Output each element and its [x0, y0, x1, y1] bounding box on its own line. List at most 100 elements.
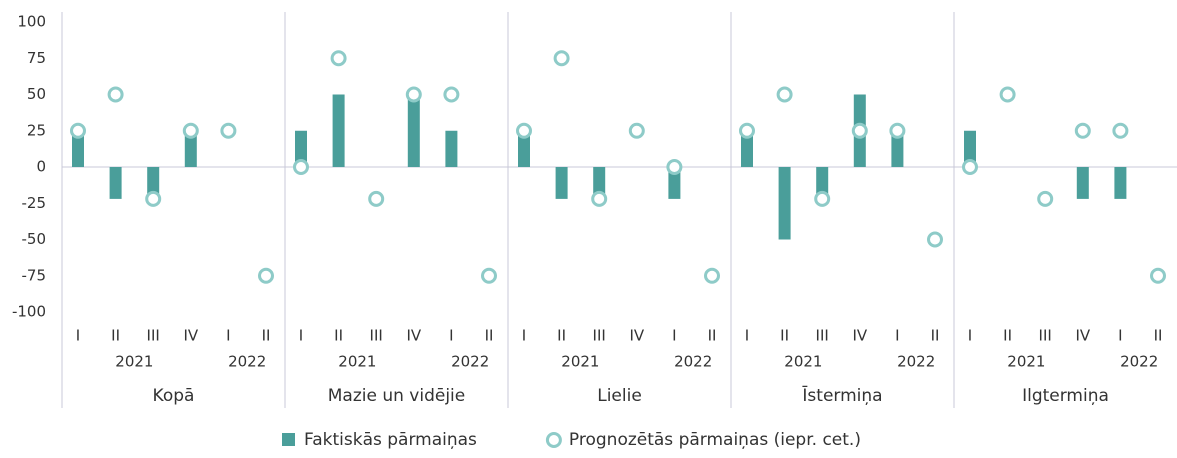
x-tick-label: III [147, 327, 160, 345]
bar [964, 130, 976, 167]
forecast-marker [999, 86, 1016, 103]
x-tick-label: III [593, 327, 606, 345]
bar [1076, 167, 1089, 199]
forecast-marker [927, 231, 943, 248]
forecast-marker [739, 122, 755, 139]
y-tick-label: -25 [22, 194, 47, 212]
year-label: 2022 [674, 353, 712, 371]
forecast-marker [405, 86, 422, 103]
forecast-marker [814, 190, 831, 207]
forecast-marker [776, 86, 793, 103]
forecast-marker [516, 122, 532, 139]
forecast-marker [1037, 190, 1054, 207]
x-tick-label: IV [183, 327, 198, 345]
forecast-marker [481, 267, 497, 284]
x-tick-label: I [449, 327, 453, 345]
forecast-marker [145, 190, 162, 207]
group-label: Lielie [597, 386, 642, 406]
bar [555, 167, 568, 199]
year-label: 2022 [1120, 353, 1158, 371]
forecast-marker [258, 267, 274, 284]
y-tick-label: -100 [12, 303, 46, 321]
bar [741, 130, 753, 167]
x-tick-label: I [745, 327, 749, 345]
x-tick-label: IV [406, 327, 421, 345]
year-label: 2021 [784, 353, 822, 371]
x-tick-label: II [262, 327, 271, 345]
forecast-marker [962, 159, 978, 175]
year-label: 2021 [1007, 353, 1045, 371]
forecast-marker [368, 190, 385, 207]
forecast-marker [293, 159, 309, 175]
forecast-marker [1074, 122, 1091, 139]
x-tick-label: I [895, 327, 899, 345]
x-tick-label: IV [852, 327, 867, 345]
bar [816, 167, 829, 199]
y-tick-label: 100 [17, 13, 46, 31]
x-tick-label: III [1039, 327, 1052, 345]
x-tick-label: II [334, 327, 343, 345]
bar [407, 94, 420, 167]
group-label: Kopā [153, 386, 195, 406]
forecast-marker [443, 86, 460, 103]
y-tick-label: 50 [27, 85, 46, 103]
bar [184, 130, 197, 167]
x-tick-label: II [485, 327, 494, 345]
bar [295, 130, 307, 167]
forecast-marker [330, 50, 347, 67]
year-label: 2021 [338, 353, 376, 371]
forecast-marker [889, 122, 906, 139]
forecast-marker [1112, 122, 1129, 139]
forecast-marker [70, 122, 86, 139]
year-label: 2022 [451, 353, 489, 371]
year-label: 2022 [897, 353, 935, 371]
forecast-marker [628, 122, 645, 139]
y-tick-label: 25 [27, 121, 46, 139]
x-tick-label: II [780, 327, 789, 345]
x-tick-label: II [1003, 327, 1012, 345]
forecast-marker [220, 122, 237, 139]
x-tick-label: III [370, 327, 383, 345]
forecast-marker [182, 122, 199, 139]
forecast-marker [591, 190, 608, 207]
bar [72, 130, 84, 167]
x-tick-label: I [968, 327, 972, 345]
y-tick-label: 75 [27, 49, 46, 67]
x-tick-label: I [672, 327, 676, 345]
bar [518, 130, 530, 167]
bar [1114, 167, 1127, 199]
x-tick-label: I [1118, 327, 1122, 345]
bar [891, 130, 904, 167]
legend-label: Faktiskās pārmaiņas [304, 430, 477, 450]
x-tick-label: II [557, 327, 566, 345]
forecast-marker [107, 86, 124, 103]
x-tick-label: IV [629, 327, 644, 345]
bar [332, 94, 345, 167]
legend-swatch [545, 432, 562, 448]
forecast-marker [1150, 267, 1166, 284]
x-tick-label: I [299, 327, 303, 345]
group-label: Ilgtermiņa [1022, 386, 1109, 406]
bar [593, 167, 606, 199]
bar [445, 130, 458, 167]
forecast-marker [851, 122, 868, 139]
forecast-marker [704, 267, 720, 284]
group-label: Mazie un vidējie [328, 386, 466, 406]
x-tick-label: II [1154, 327, 1163, 345]
year-label: 2022 [228, 353, 266, 371]
x-tick-label: II [111, 327, 120, 345]
y-tick-label: 0 [36, 158, 46, 176]
legend-swatch [282, 433, 295, 446]
bar [147, 167, 160, 199]
bar [668, 167, 681, 199]
group-label: Īstermiņa [802, 384, 882, 406]
bar [109, 167, 122, 199]
x-tick-label: I [226, 327, 230, 345]
y-tick-label: -75 [22, 266, 47, 284]
x-tick-label: I [76, 327, 80, 345]
y-tick-label: -50 [22, 230, 47, 248]
forecast-marker [666, 159, 683, 175]
bar [778, 167, 791, 240]
x-tick-label: III [816, 327, 829, 345]
